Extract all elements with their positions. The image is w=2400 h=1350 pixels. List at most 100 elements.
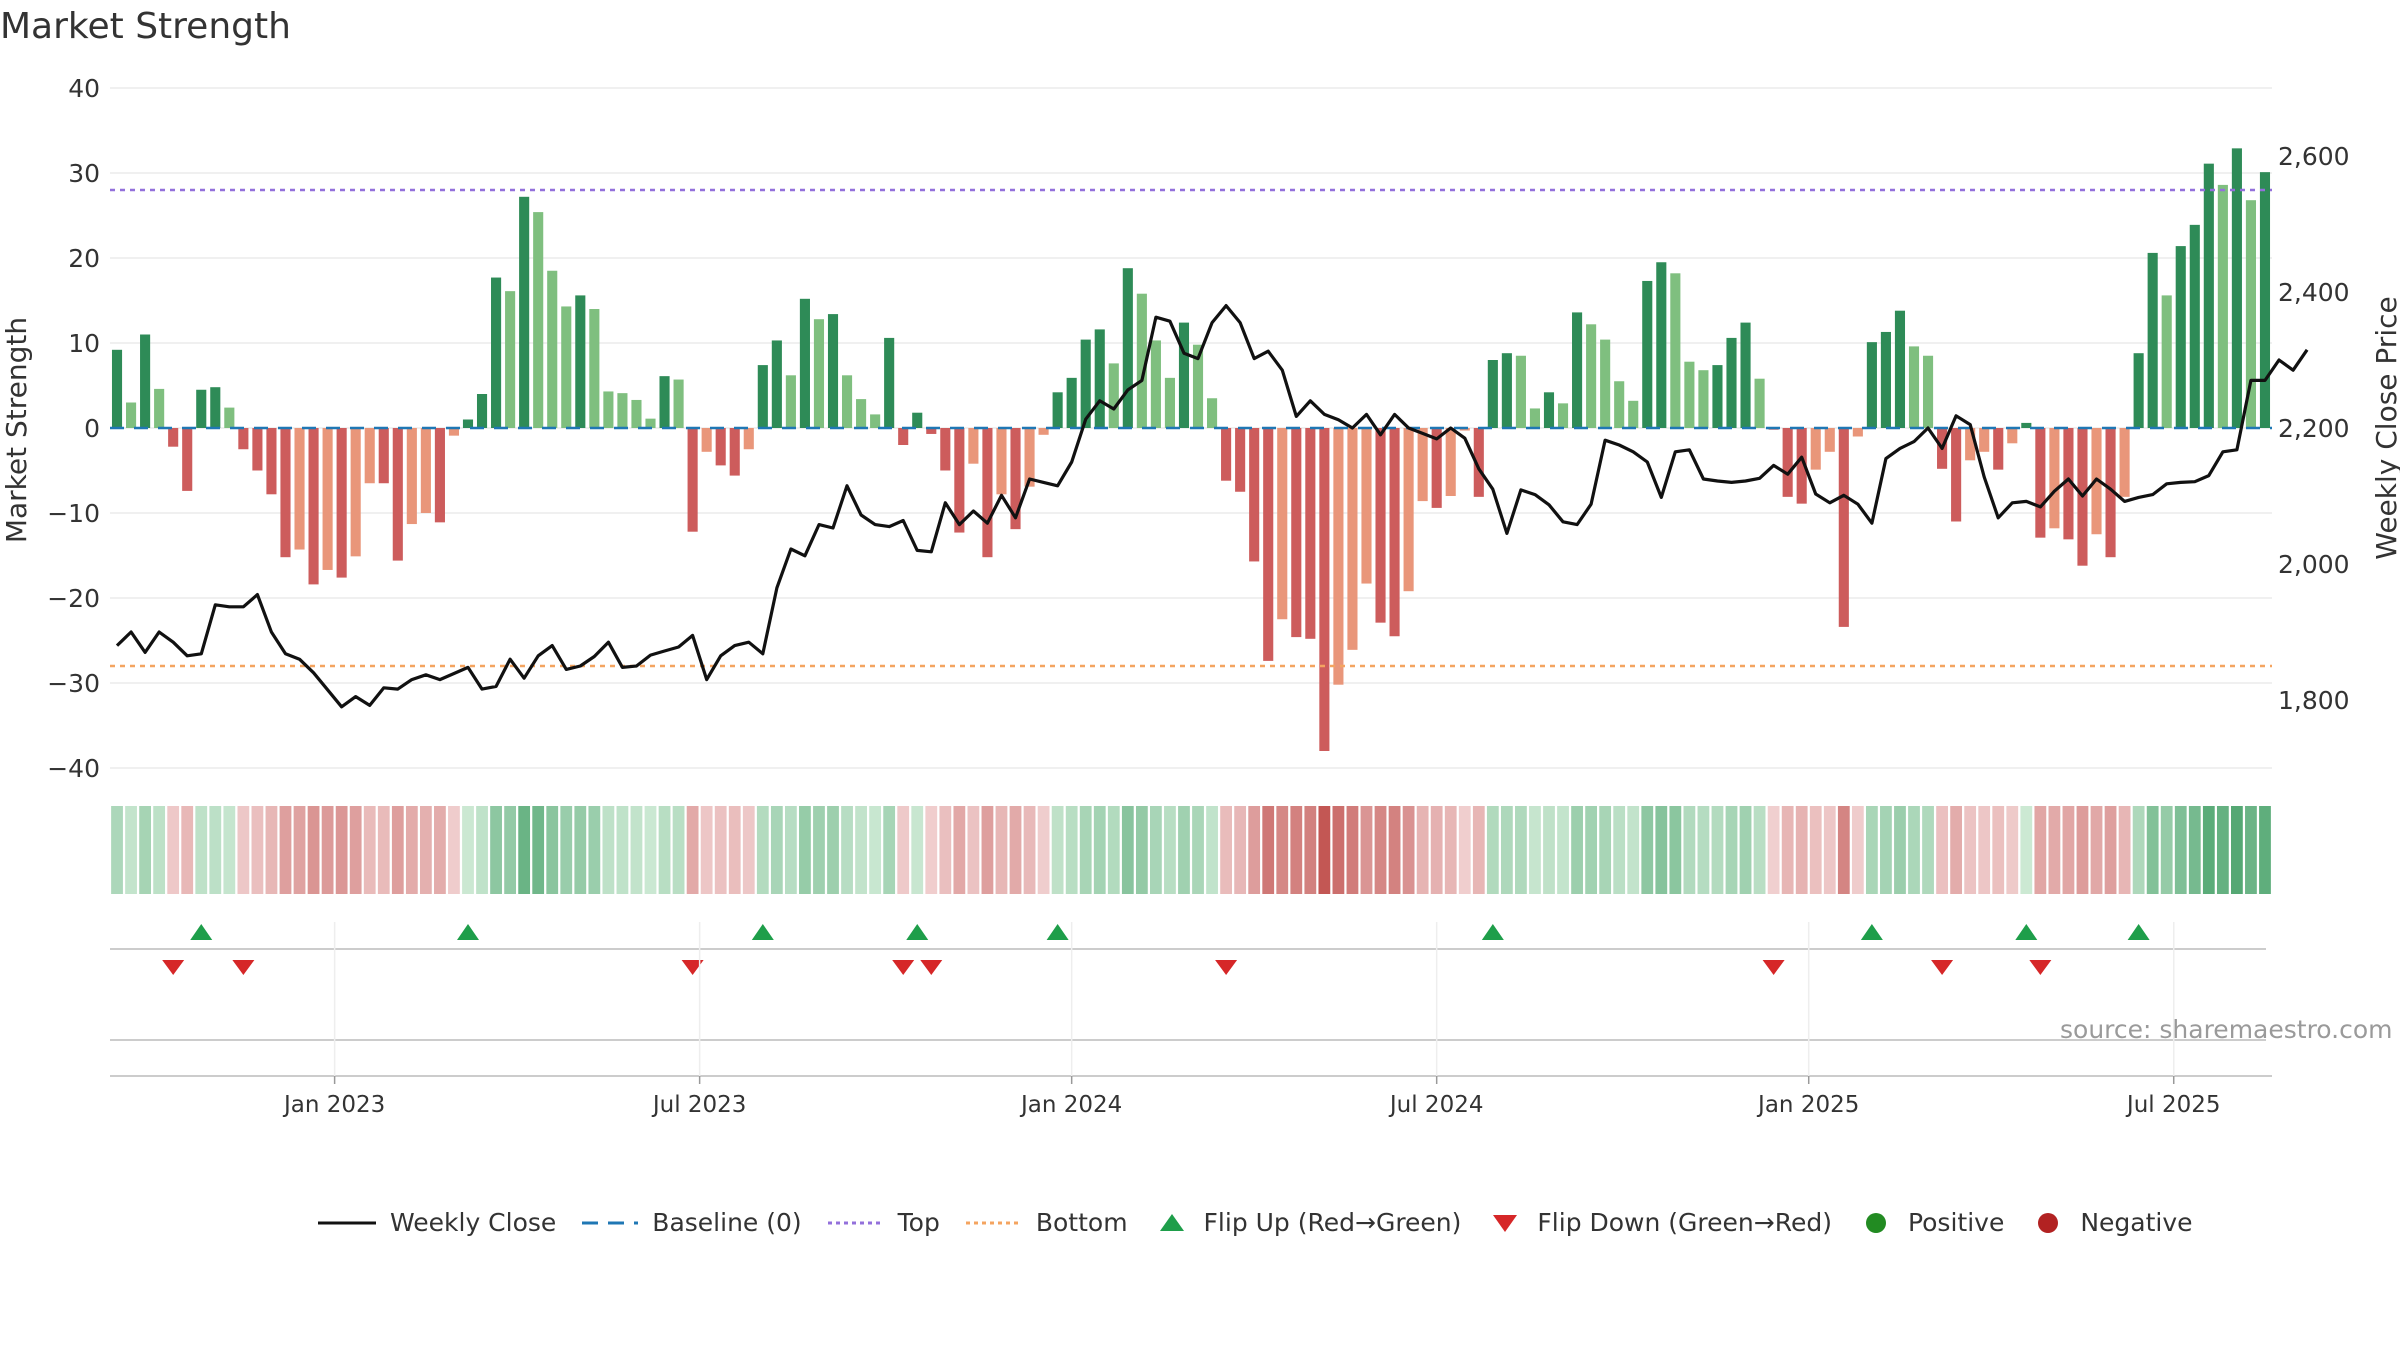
x-tick-label: Jan 2023: [282, 1092, 385, 1118]
strength-bar: [1698, 370, 1709, 428]
flip-down-marker: [1762, 960, 1785, 975]
heat-cell: [1093, 806, 1106, 894]
strength-bar: [2063, 428, 2074, 540]
heat-cell: [644, 806, 657, 894]
heat-cell: [1795, 806, 1808, 894]
heat-cell: [223, 806, 236, 894]
y2-tick-label: 2,600: [2278, 142, 2350, 171]
heat-cell: [1529, 806, 1541, 894]
strength-bar: [1614, 381, 1625, 428]
strength-bar: [1586, 324, 1597, 428]
heat-cell: [1121, 806, 1134, 894]
heat-cell: [2006, 806, 2019, 894]
heat-cell: [307, 806, 320, 894]
legend-flip-down[interactable]: Flip Down (Green→Red): [1485, 1208, 1832, 1237]
y-tick-label: −40: [47, 754, 100, 783]
heat-cell: [1107, 806, 1120, 894]
legend-baseline[interactable]: Baseline (0): [580, 1208, 802, 1237]
heat-cell: [1051, 806, 1064, 894]
heat-cell: [181, 806, 194, 894]
heat-cell: [2160, 806, 2173, 894]
legend-bottom[interactable]: Bottom: [964, 1208, 1128, 1237]
heat-cell: [125, 806, 137, 894]
strength-bar: [968, 428, 979, 464]
strength-bar: [1894, 310, 1906, 428]
heat-cell: [1655, 806, 1668, 894]
heat-cell: [1135, 806, 1148, 894]
heat-cell: [2118, 806, 2131, 894]
strength-bar: [1951, 428, 1962, 522]
strength-bar: [1038, 428, 1049, 435]
heat-cell: [1290, 806, 1303, 894]
strength-bar: [1108, 363, 1119, 428]
heat-cell: [1150, 806, 1162, 894]
x-axis: Jan 2023 Jul 2023 Jan 2024 Jul 2024 Jan 2025…: [110, 922, 2272, 1118]
y-tick-label: −20: [47, 584, 100, 613]
strength-bar: [785, 375, 796, 428]
strength-bar: [1361, 428, 1372, 584]
heat-cell: [1557, 806, 1569, 894]
strength-bar: [1754, 378, 1765, 428]
strength-bar: [912, 412, 923, 428]
heat-cell: [770, 806, 783, 894]
legend-negative[interactable]: Negative: [2028, 1208, 2193, 1237]
flip-down-marker: [920, 960, 943, 975]
strength-bar: [589, 309, 600, 428]
legend-top[interactable]: Top: [826, 1208, 940, 1237]
strength-bar: [462, 419, 474, 428]
strength-bar: [1445, 428, 1456, 496]
strength-bar: [322, 428, 333, 570]
strength-bar: [266, 428, 277, 495]
heat-cell: [560, 806, 573, 894]
legend-weekly-close[interactable]: Weekly Close: [318, 1208, 556, 1237]
strength-bar: [1656, 262, 1667, 428]
strength-bar: [1642, 280, 1653, 428]
heat-cell: [1388, 806, 1401, 894]
heat-cell: [1065, 806, 1078, 894]
strength-bar: [673, 379, 684, 428]
heat-cell: [813, 806, 825, 894]
y-tick-label: 40: [68, 74, 100, 103]
strength-bar: [1515, 355, 1526, 428]
heat-cell: [1823, 806, 1836, 894]
heat-cell: [2062, 806, 2075, 894]
legend-positive[interactable]: Positive: [1856, 1208, 2004, 1237]
heat-cell: [588, 806, 601, 894]
strength-bar: [1796, 428, 1807, 504]
flip-up-marker: [190, 924, 213, 940]
strength-bar: [364, 428, 375, 484]
strength-bar: [1319, 428, 1330, 751]
heat-cell: [799, 806, 811, 894]
weekly-close-line: [115, 304, 2309, 709]
strength-bar: [1979, 428, 1990, 452]
strength-bar: [1628, 400, 1639, 428]
heat-cell: [742, 806, 755, 894]
heat-cell: [1486, 806, 1499, 894]
heat-cell: [237, 806, 250, 894]
heat-cell: [574, 806, 587, 894]
y2-tick-label: 2,400: [2278, 278, 2350, 307]
strength-bar: [1221, 428, 1232, 481]
strength-bar: [715, 428, 726, 466]
flip-down-marker: [681, 960, 704, 975]
heat-cell: [1206, 806, 1218, 894]
strength-bar: [1908, 346, 1920, 428]
strength-bar: [926, 428, 937, 434]
strength-bar: [1192, 344, 1204, 428]
negative-dot-icon: [2038, 1212, 2059, 1233]
legend-flip-up[interactable]: Flip Up (Red→Green): [1152, 1208, 1461, 1237]
heat-cell: [1276, 806, 1289, 894]
heat-cell: [2216, 806, 2229, 894]
strength-bar: [2105, 428, 2116, 558]
strength-bar: [687, 428, 698, 532]
source-credit: source: sharemaestro.com: [2060, 1015, 2393, 1044]
flip-down-marker: [1931, 960, 1954, 975]
strength-bar: [2217, 184, 2228, 428]
flip-up-marker: [906, 924, 929, 940]
heat-cell: [504, 806, 517, 894]
strength-bar: [1726, 337, 1737, 428]
strength-bar: [2161, 295, 2172, 428]
strength-bar: [491, 277, 502, 428]
heat-cell: [2048, 806, 2061, 894]
strength-bar: [2119, 428, 2130, 497]
